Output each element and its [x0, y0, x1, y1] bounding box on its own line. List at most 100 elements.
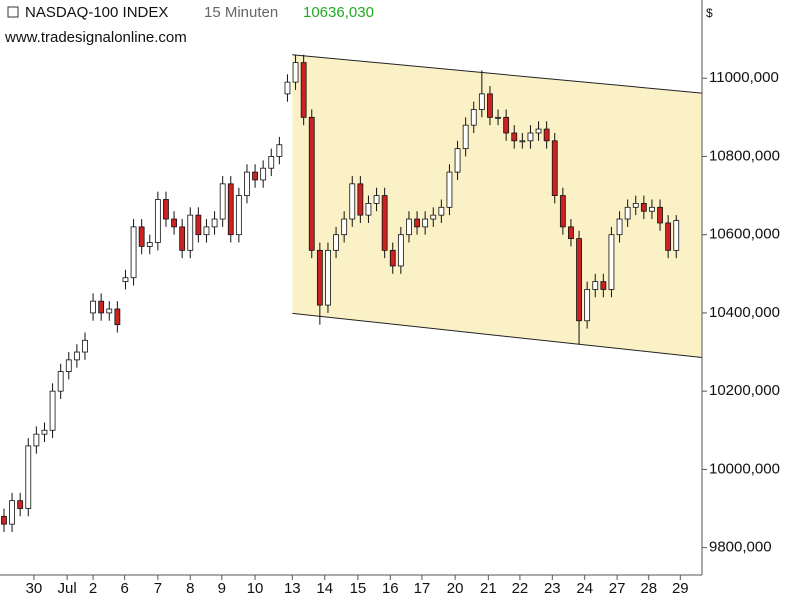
candle-body: [608, 234, 615, 290]
currency: $: [706, 6, 713, 20]
candle-body: [284, 81, 291, 95]
candle-body: [568, 226, 574, 240]
candle-body: [82, 339, 88, 353]
x-tick-label: 23: [544, 580, 561, 597]
candle-body: [57, 371, 64, 392]
candle-body: [576, 238, 582, 322]
x-tick-label: 15: [350, 580, 367, 597]
source: www.tradesignalonline.com: [4, 29, 187, 46]
candle-body: [406, 218, 412, 236]
candle-body: [543, 128, 550, 142]
candle-body: [211, 218, 218, 228]
candle-body: [454, 148, 461, 173]
candle-body: [260, 167, 267, 181]
y-tick-label: 10200,000: [709, 382, 780, 399]
candle-body: [325, 249, 331, 306]
candle-body: [219, 183, 226, 220]
candle-body: [649, 206, 655, 212]
candle-body: [657, 206, 663, 224]
candle-body: [179, 226, 186, 251]
candle-body: [673, 220, 680, 251]
candle-body: [114, 308, 121, 326]
x-tick-label: 30: [26, 580, 43, 597]
candle-body: [244, 171, 250, 196]
chart-title: NASDAQ-100 INDEX: [25, 4, 168, 21]
x-tick-label: 29: [672, 580, 689, 597]
candle-body: [122, 277, 129, 283]
candle-body: [559, 195, 566, 228]
candle-body: [187, 214, 194, 251]
candle-body: [235, 195, 242, 236]
candle-body: [373, 195, 380, 204]
candle-body: [98, 300, 105, 314]
candle-body: [600, 281, 607, 290]
candle-body: [422, 218, 429, 228]
candle-body: [519, 140, 526, 143]
y-tick-label: 11000,000: [709, 69, 779, 86]
candle-body: [470, 109, 477, 126]
candle-body: [316, 249, 323, 306]
candle-body: [268, 156, 275, 169]
candle-body: [154, 199, 161, 243]
candle-body: [25, 445, 32, 509]
x-tick-label: 14: [316, 580, 333, 597]
candle-body: [381, 195, 388, 251]
candle-body: [300, 62, 307, 118]
last-price: 10636,030: [303, 4, 374, 21]
candle-body: [397, 234, 404, 267]
candle-body: [333, 234, 339, 251]
y-tick-label: 10000,000: [709, 460, 780, 477]
candle-body: [106, 308, 113, 314]
candle-body: [640, 203, 647, 212]
y-tick-label: 10600,000: [709, 226, 780, 243]
candle-body: [389, 249, 396, 267]
candle-body: [495, 116, 501, 119]
candle-body: [414, 218, 420, 228]
channel: [292, 54, 702, 358]
candle-body: [511, 132, 518, 142]
y-tick-label: 9800,000: [709, 539, 772, 556]
x-tick-label: 2: [89, 580, 97, 597]
candle-body: [341, 218, 348, 236]
candle-body: [292, 62, 299, 83]
candle-body: [276, 144, 283, 157]
candle-body: [503, 116, 510, 134]
candle-body: [171, 218, 177, 228]
candle-body: [130, 226, 137, 279]
x-tick-label: 27: [609, 580, 626, 597]
x-tick-label: 9: [218, 580, 226, 597]
candle-body: [49, 390, 56, 431]
candle-body: [624, 206, 631, 220]
candle-body: [365, 203, 372, 216]
x-tick-label: 24: [576, 580, 593, 597]
candle-body: [535, 128, 542, 134]
x-tick-label: Jul: [58, 580, 77, 597]
candle-body: [592, 281, 599, 290]
candle-body: [446, 171, 453, 208]
candle-body: [478, 93, 485, 110]
x-tick-label: 6: [120, 580, 128, 597]
y-tick-label: 10800,000: [709, 147, 780, 164]
symbol-icon[interactable]: [7, 6, 19, 18]
candle-body: [163, 199, 169, 220]
candle-body: [551, 140, 558, 196]
x-tick-label: 7: [154, 580, 162, 597]
candle-body: [90, 300, 96, 314]
y-tick-label: 10400,000: [709, 304, 780, 321]
x-tick-label: 16: [382, 580, 399, 597]
candle-body: [252, 171, 258, 181]
channel-upper: [292, 54, 703, 94]
candle-body: [584, 289, 591, 322]
candle-body: [41, 429, 48, 435]
candle-body: [1, 515, 7, 525]
candle-body: [665, 222, 672, 251]
candle-body: [203, 226, 210, 236]
candle-body: [438, 206, 445, 216]
x-tick-label: 8: [186, 580, 194, 597]
candle-body: [138, 226, 145, 247]
candle-body: [527, 132, 534, 142]
candle-body: [357, 183, 364, 216]
x-tick-label: 22: [512, 580, 529, 597]
